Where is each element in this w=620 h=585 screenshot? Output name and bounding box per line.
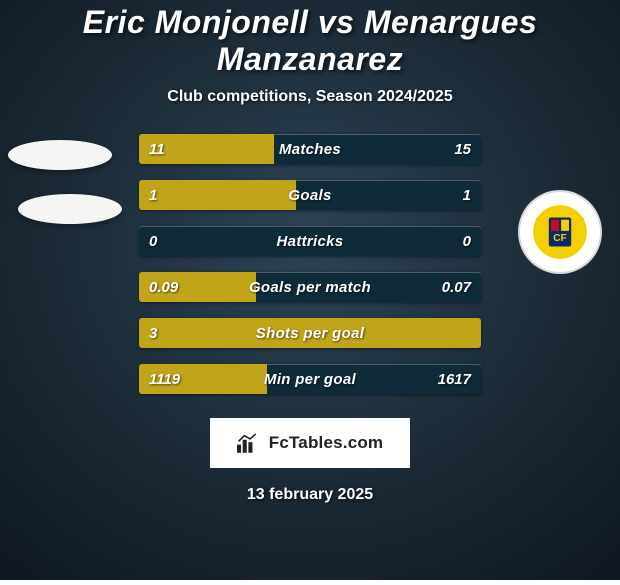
bar-value-right: 15 — [454, 134, 471, 164]
bar-label: Matches — [139, 134, 481, 164]
bar-label: Goals — [139, 180, 481, 210]
bar-value-right: 1 — [463, 180, 471, 210]
comparison-panel: CF 11Matches15 1Goals1 0Hattricks0 0.09Goal… — [0, 134, 620, 504]
player-left-badge-1 — [8, 140, 112, 170]
bar-value-right: 0.07 — [442, 272, 471, 302]
svg-text:CF: CF — [553, 233, 566, 244]
bar-label: Hattricks — [139, 226, 481, 256]
stat-bar: 3Shots per goal — [139, 318, 481, 348]
fctables-logo-icon — [237, 432, 263, 454]
bar-label: Shots per goal — [139, 318, 481, 348]
bar-label: Goals per match — [139, 272, 481, 302]
bar-value-right: 1617 — [438, 364, 471, 394]
player-left-badge-2 — [18, 194, 122, 224]
bar-label: Min per goal — [139, 364, 481, 394]
watermark-text: FcTables.com — [269, 433, 384, 453]
watermark: FcTables.com — [210, 418, 410, 468]
subtitle: Club competitions, Season 2024/2025 — [167, 88, 452, 106]
club-crest-right: CF — [518, 190, 602, 274]
bar-value-right: 0 — [463, 226, 471, 256]
stat-bar: 11Matches15 — [139, 134, 481, 164]
stat-bar: 1Goals1 — [139, 180, 481, 210]
stat-bars: 11Matches15 1Goals1 0Hattricks0 0.09Goals p… — [139, 134, 481, 394]
stat-bar: 1119Min per goal1617 — [139, 364, 481, 394]
date-label: 13 february 2025 — [247, 486, 373, 504]
villarreal-crest-icon: CF — [532, 204, 588, 260]
page-title: Eric Monjonell vs Menargues Manzanarez — [0, 4, 620, 78]
stat-bar: 0Hattricks0 — [139, 226, 481, 256]
stat-bar: 0.09Goals per match0.07 — [139, 272, 481, 302]
